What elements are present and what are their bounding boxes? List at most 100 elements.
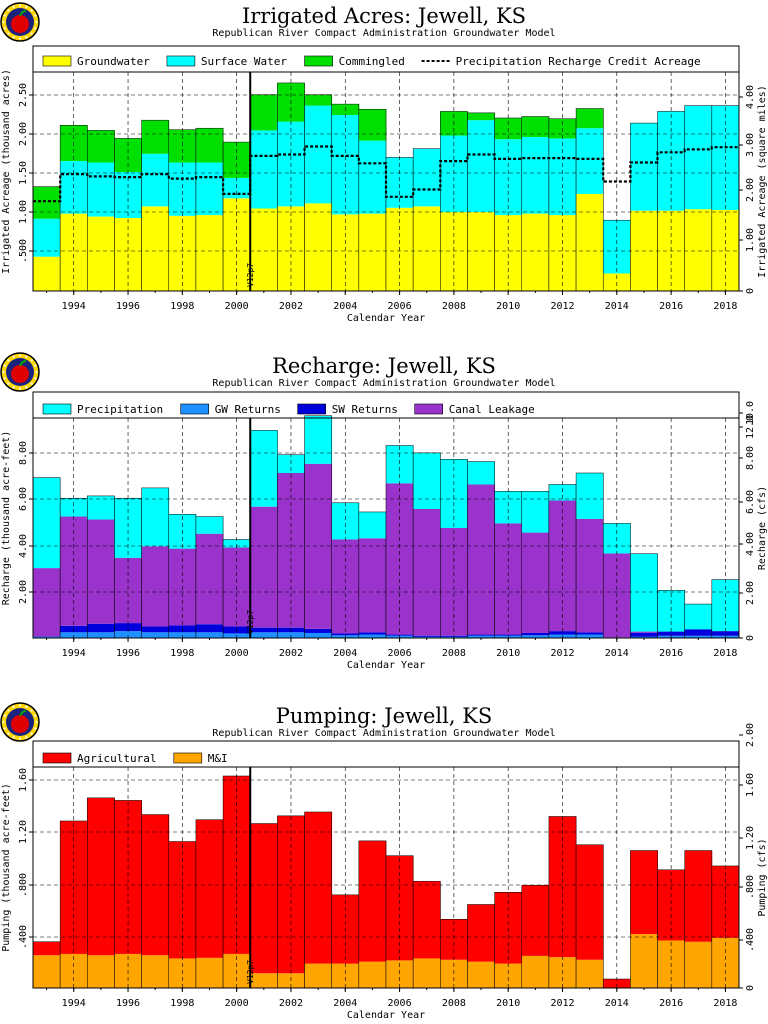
y-tick-label: .400 <box>18 925 29 949</box>
x-tick-label: 2014 <box>605 301 629 312</box>
x-tick-label: 2016 <box>659 998 683 1009</box>
bar-surface-water-1999 <box>195 162 224 216</box>
x-tick-label: 2006 <box>388 998 412 1009</box>
x-tick-label: 2014 <box>605 648 629 659</box>
bar-gw-returns-1997 <box>141 632 170 638</box>
y-tick-label: 1.50 <box>18 161 29 185</box>
bar-canal-leakage-1999 <box>195 533 224 625</box>
bar-agricultural-1999 <box>195 819 224 958</box>
bar-agricultural-2008 <box>440 919 468 960</box>
bar-canal-leakage-1997 <box>141 546 170 627</box>
bar-agricultural-2001 <box>250 823 278 974</box>
bar-groundwater-2009 <box>467 212 496 291</box>
bar-precipitation-2007 <box>413 452 441 509</box>
bar-gw-returns-2013 <box>576 634 604 638</box>
y-tick-label: 6.00 <box>18 487 29 511</box>
y-tick-label: 2.50 <box>18 83 29 107</box>
y2-tick-label: 1.20 <box>745 826 756 850</box>
x-tick-label: 2018 <box>713 648 737 659</box>
bar-agricultural-2003 <box>304 811 333 964</box>
bar-precipitation-1995 <box>87 495 115 520</box>
bar-m-i-2010 <box>494 963 523 988</box>
legend-entry: Surface Water <box>201 55 287 68</box>
bar-commingled-2011 <box>521 116 550 137</box>
x-tick-label: 2018 <box>713 301 737 312</box>
legend-entry: M&I <box>208 752 228 765</box>
x-tick-label: 2006 <box>388 648 412 659</box>
y2-tick-label: .800 <box>745 875 756 899</box>
bar-groundwater-1997 <box>141 206 170 291</box>
bar-commingled-1999 <box>195 128 224 163</box>
x-tick-label: 2008 <box>442 998 466 1009</box>
bar-m-i-1993 <box>33 955 61 988</box>
apple-logo-icon <box>0 2 40 42</box>
bar-m-i-2015 <box>630 934 658 988</box>
legend-entry: Precipitation <box>77 403 163 416</box>
bar-surface-water-1995 <box>87 162 115 217</box>
bar-commingled-1993 <box>33 186 61 219</box>
bar-precipitation-2011 <box>521 491 550 533</box>
bar-sw-returns-2012 <box>548 631 577 635</box>
bar-m-i-1995 <box>87 955 115 988</box>
x-tick-label: 2004 <box>333 301 357 312</box>
bar-sw-returns-2009 <box>467 634 496 636</box>
bar-groundwater-2008 <box>440 212 468 291</box>
y-tick-label: 2.00 <box>18 122 29 146</box>
x-tick-label: 2016 <box>659 301 683 312</box>
y-tick-label: 2.00 <box>18 580 29 604</box>
bar-surface-water-2001 <box>250 130 278 209</box>
bar-precipitation-2003 <box>304 415 333 464</box>
x-tick-label: 1996 <box>116 301 140 312</box>
chart-subtitle: Republican River Compact Administration … <box>212 28 555 39</box>
bar-commingled-2005 <box>358 109 387 141</box>
bar-gw-returns-1999 <box>195 632 224 638</box>
y2-tick-label: 0 <box>745 635 756 641</box>
bar-precipitation-2017 <box>684 604 713 630</box>
bar-precipitation-2001 <box>250 430 278 507</box>
bar-agricultural-2015 <box>630 850 658 935</box>
bar-surface-water-2011 <box>521 136 550 214</box>
bar-canal-leakage-2005 <box>358 538 387 633</box>
bar-gw-returns-2005 <box>358 634 387 638</box>
chart-title: Irrigated Acres: Jewell, KS <box>242 4 526 28</box>
y-tick-label: .500 <box>18 239 29 263</box>
y2-axis-label: Recharge (cfs) <box>757 486 768 570</box>
y2-tick-label: 12.0 <box>745 415 756 439</box>
bar-precipitation-2009 <box>467 461 496 485</box>
bar-m-i-2017 <box>684 941 713 988</box>
bar-canal-leakage-2003 <box>304 463 333 629</box>
bar-precipitation-1996 <box>114 498 143 558</box>
bar-sw-returns-2016 <box>657 631 686 636</box>
bar-sw-returns-2005 <box>358 632 387 635</box>
bar-surface-water-1997 <box>141 153 170 207</box>
x-axis-label: Calendar Year <box>347 660 425 671</box>
version-label: V12p7 <box>246 610 255 634</box>
bar-sw-returns-1997 <box>141 626 170 633</box>
bar-surface-water-2017 <box>684 105 713 210</box>
bar-sw-returns-1999 <box>195 624 224 633</box>
bar-gw-returns-2017 <box>684 635 713 638</box>
x-tick-label: 2012 <box>550 301 574 312</box>
y2-tick-label: 2.00 <box>745 581 756 605</box>
bar-m-i-2013 <box>576 959 604 988</box>
bar-canal-leakage-2001 <box>250 506 278 628</box>
bar-agricultural-1995 <box>87 797 115 956</box>
bar-agricultural-1993 <box>33 941 61 956</box>
apple-logo-icon <box>0 702 40 742</box>
legend: Precipitation GW Returns SW Returns Canal L… <box>42 403 535 416</box>
x-tick-label: 1996 <box>116 998 140 1009</box>
bar-gw-returns-1993 <box>33 636 61 638</box>
x-tick-label: 2016 <box>659 648 683 659</box>
bar-sw-returns-1996 <box>114 623 143 632</box>
x-tick-label: 1994 <box>62 648 86 659</box>
version-label: V12p7 <box>246 263 255 287</box>
bar-m-i-2004 <box>331 963 360 988</box>
y2-tick-label: 1.60 <box>745 773 756 797</box>
bar-gw-returns-2015 <box>630 636 658 638</box>
x-tick-label: 1994 <box>62 998 86 1009</box>
bar-commingled-2009 <box>467 112 496 121</box>
y2-tick-label: 3.00 <box>745 133 756 157</box>
bar-groundwater-1993 <box>33 256 61 291</box>
bar-canal-leakage-1995 <box>87 519 115 624</box>
